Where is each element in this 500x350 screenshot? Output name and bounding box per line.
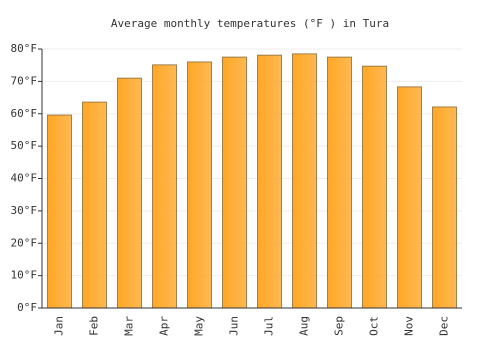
- bar: [327, 56, 352, 309]
- x-tick-label: Mar: [123, 316, 136, 336]
- x-tick-label: Oct: [368, 316, 381, 336]
- y-tick-label: 80°F: [11, 42, 38, 55]
- bar: [292, 53, 317, 309]
- bar: [117, 77, 142, 309]
- bar: [187, 61, 212, 309]
- bar: [397, 86, 422, 309]
- x-tick-label: Apr: [158, 316, 171, 336]
- bar: [222, 56, 247, 309]
- y-tick-label: 20°F: [11, 236, 38, 249]
- x-tick-label: Dec: [438, 316, 451, 336]
- x-tick-label: Feb: [88, 316, 101, 336]
- y-tick-label: 60°F: [11, 107, 38, 120]
- y-tick-label: 40°F: [11, 172, 38, 185]
- chart-title: Average monthly temperatures (°F ) in Tu…: [111, 17, 389, 30]
- y-tick-label: 70°F: [11, 74, 38, 87]
- y-tick-label: 0°F: [17, 301, 37, 314]
- bar: [432, 106, 457, 309]
- bar: [82, 101, 107, 309]
- x-tick-label: May: [193, 316, 206, 336]
- y-tick-label: 30°F: [11, 204, 38, 217]
- x-tick-label: Jul: [263, 316, 276, 336]
- bar: [362, 65, 387, 309]
- x-tick-label: Sep: [333, 316, 346, 336]
- bar: [152, 64, 177, 309]
- x-tick-label: Aug: [298, 316, 311, 336]
- bar: [257, 54, 282, 309]
- y-tick-label: 10°F: [11, 269, 38, 282]
- y-tick-label: 50°F: [11, 139, 38, 152]
- x-tick-label: Jan: [53, 316, 66, 336]
- bar: [47, 114, 72, 309]
- x-tick-label: Nov: [403, 316, 416, 336]
- x-tick-label: Jun: [228, 316, 241, 336]
